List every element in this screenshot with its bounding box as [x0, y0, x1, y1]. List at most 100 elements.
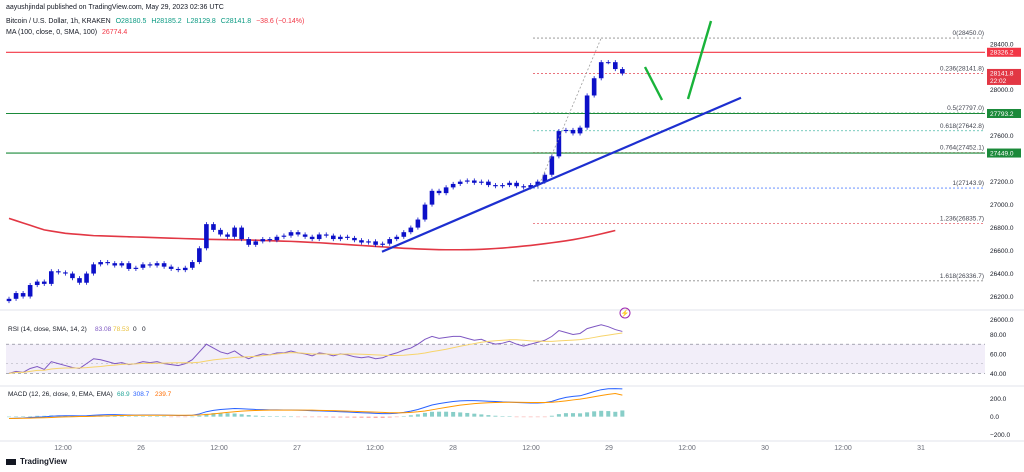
macd-histogram-bar: [592, 411, 597, 417]
macd-histogram-bar: [556, 414, 561, 417]
candle-body: [63, 272, 68, 274]
time-tick-label: 12:00: [54, 445, 72, 452]
candle-body: [521, 186, 526, 188]
candle-body: [302, 234, 308, 237]
candle-body: [112, 263, 118, 266]
time-tick-label: 30: [761, 445, 769, 452]
candle-body: [542, 174, 548, 182]
symbol-title[interactable]: Bitcoin / U.S. Dollar, 1h, KRAKEN: [6, 18, 111, 25]
candle-body: [295, 232, 301, 235]
macd-histogram-bar: [479, 414, 484, 417]
fib-level-label: 0.236(28141.8): [940, 65, 984, 72]
candle-body: [204, 224, 209, 249]
candle-body: [570, 129, 576, 134]
candle-body: [161, 263, 167, 267]
rsi-sma-value: 78.53: [113, 326, 130, 333]
macd-histogram-bar: [430, 411, 434, 417]
macd-histogram-bar: [380, 416, 385, 418]
macd-histogram-bar: [331, 416, 336, 418]
candle-body: [13, 293, 19, 299]
macd-histogram-bar: [472, 413, 477, 417]
macd-histogram-bar: [415, 414, 420, 417]
candle-body: [620, 69, 625, 74]
candle-body: [345, 236, 350, 238]
price-axis-badge: [987, 47, 1021, 57]
macd-histogram-bar: [317, 416, 322, 418]
macd-histogram-bar: [352, 416, 357, 418]
macd-tick-label: 0.0: [990, 414, 999, 421]
price-axis-badge-label: 27449.0: [990, 150, 1014, 157]
macd-histogram-bar: [571, 413, 575, 417]
rsi-tick-label: 60.00: [990, 351, 1007, 358]
macd-histogram-bar: [507, 416, 512, 417]
rsi-value: 83.08: [95, 326, 112, 333]
candle-body: [352, 237, 357, 241]
macd-signal-line: [8, 392, 623, 419]
fib-level-label: 1.618(26336.7): [940, 273, 984, 280]
macd-histogram-bar: [324, 416, 329, 418]
candle-body: [591, 78, 597, 96]
macd-tick-label: 200.0: [990, 396, 1007, 403]
candle-body: [197, 248, 202, 263]
time-tick-label: 12:00: [834, 445, 852, 452]
candle-body: [182, 267, 188, 271]
macd-histogram-bar: [148, 416, 152, 417]
candle-body: [613, 62, 618, 70]
ma-label[interactable]: MA (100, close, 0, SMA, 100): [6, 29, 98, 36]
price-tick-label: 28400.0: [990, 41, 1014, 48]
macd-histogram-bar: [281, 416, 286, 418]
rsi-tick-label: 40.00: [990, 371, 1007, 378]
candle-body: [443, 187, 449, 194]
macd-histogram-bar: [267, 416, 272, 417]
candle-body: [387, 239, 392, 244]
price-axis-badge: [987, 68, 1021, 85]
macd-histogram-bar: [197, 415, 202, 417]
candle-body: [49, 271, 54, 284]
candle-body: [486, 181, 491, 186]
fib-level-label: 0.618(27642.8): [940, 123, 984, 130]
projection-line: [686, 20, 713, 100]
time-tick-label: 29: [605, 445, 613, 452]
lightning-icon: [619, 307, 631, 319]
fib-level-label: 0.5(27797.0): [947, 105, 984, 112]
macd-histogram-bar: [585, 412, 590, 417]
rsi-extra-value: 0: [133, 326, 137, 333]
candle-body: [457, 181, 463, 184]
bullish-trend-line: [381, 96, 742, 253]
fib-level-label: 0.764(27452.1): [940, 145, 984, 152]
macd-histogram-bar: [535, 416, 540, 418]
candle-body: [598, 62, 604, 79]
macd-histogram-bar: [35, 415, 40, 417]
macd-histogram-bar: [211, 413, 216, 417]
macd-histogram-bar: [303, 416, 308, 418]
macd-histogram-bar: [514, 416, 519, 418]
candle-body: [147, 264, 153, 266]
macd-histogram-bar: [599, 410, 604, 417]
macd-histogram-bar: [606, 411, 611, 417]
macd-histogram-bar: [437, 411, 442, 417]
macd-histogram-bar: [451, 411, 456, 417]
macd-histogram-bar: [401, 416, 406, 417]
macd-histogram-bar: [465, 412, 470, 417]
macd-histogram-bar: [493, 415, 498, 417]
candle-body: [323, 234, 329, 236]
macd-histogram-bar: [366, 416, 371, 418]
macd-histogram-bar: [260, 416, 265, 417]
time-tick-label: 26: [137, 445, 145, 452]
candle-body: [464, 180, 470, 182]
macd-histogram-bar: [310, 416, 315, 418]
price-tick-label: 26200.0: [990, 294, 1014, 301]
candle-body: [331, 235, 336, 240]
projection-line: [643, 66, 664, 101]
fib-level-label: 0(28450.0): [953, 30, 984, 37]
price-tick-label: 26800.0: [990, 225, 1014, 232]
macd-histogram-bar: [387, 416, 392, 418]
rsi-label: RSI (14, close, SMA, 14, 2): [8, 326, 87, 333]
macd-histogram-bar: [14, 416, 19, 418]
ma-line: [8, 217, 616, 251]
macd-histogram-bar: [338, 416, 343, 418]
rsi-sma-line: [8, 332, 623, 374]
macd-histogram-value: 68.9: [117, 391, 130, 398]
candle-body: [267, 239, 273, 241]
